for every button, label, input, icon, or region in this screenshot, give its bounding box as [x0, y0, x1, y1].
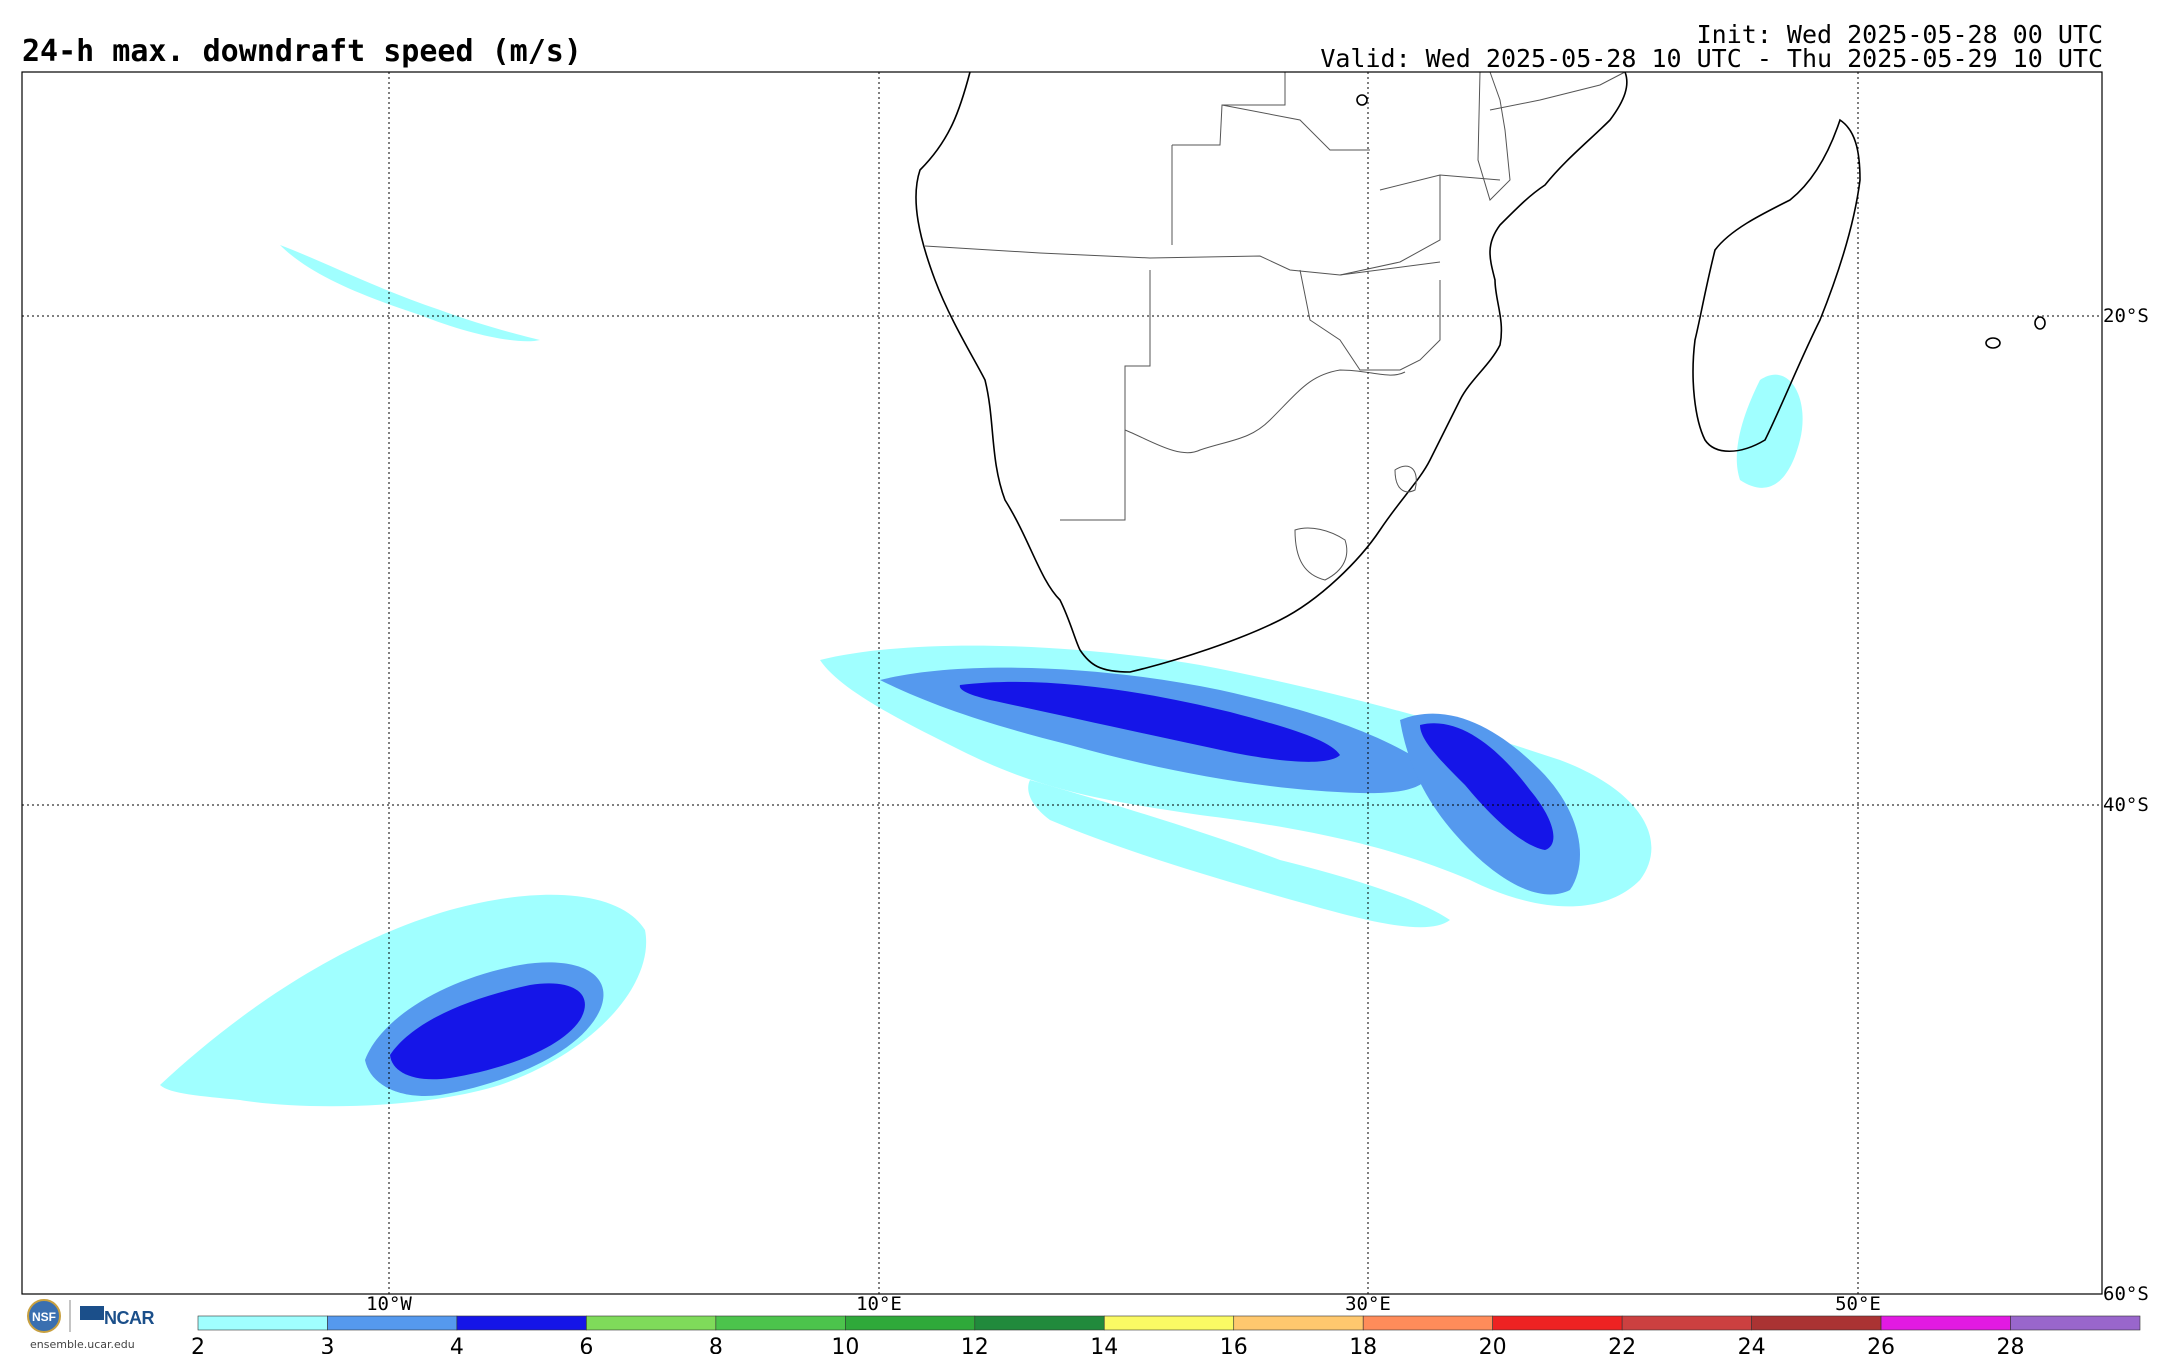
- colorbar-segment: [1103, 1315, 1235, 1331]
- colorbar-tick-label: 12: [961, 1335, 989, 1354]
- coastlines: [915, 71, 2046, 673]
- colorbar-tick-label: 6: [579, 1335, 593, 1354]
- init-time: Init: Wed 2025-05-28 00 UTC: [1696, 20, 2103, 49]
- colorbar-segment: [715, 1315, 846, 1331]
- colorbar-segment: [327, 1315, 458, 1331]
- valid-period: Valid: Wed 2025-05-28 10 UTC - Thu 2025-…: [1320, 44, 2103, 73]
- colorbar-segment: [974, 1315, 1105, 1331]
- colorbar-segment: [1751, 1315, 1882, 1331]
- border-line: [1477, 71, 1511, 201]
- colorbar-tick-label: 8: [709, 1335, 723, 1354]
- border-line: [1394, 465, 1417, 493]
- colorbar-segment: [456, 1315, 587, 1331]
- colorbar-tick-label: 26: [1867, 1335, 1895, 1354]
- border-line: [1294, 527, 1348, 581]
- map-title: 24-h max. downdraft speed (m/s): [22, 34, 582, 69]
- colorbar-segment: [586, 1315, 717, 1331]
- svg-text:NSF: NSF: [32, 1310, 56, 1324]
- border-line: [924, 245, 1441, 276]
- downdraft-field: [160, 245, 1803, 1107]
- colorbar-segment: [1233, 1315, 1364, 1331]
- ncar-logo-text: NCAR: [104, 1308, 155, 1328]
- island-outline: [1985, 337, 2001, 349]
- ensemble-url: ensemble.ucar.edu: [30, 1338, 135, 1351]
- colorbar-tick-label: 24: [1738, 1335, 1766, 1354]
- colorbar-tick-label: 22: [1608, 1335, 1636, 1354]
- field-region-strong: [959, 681, 1340, 762]
- border-line: [1124, 369, 1406, 454]
- island-outline: [1356, 94, 1368, 106]
- border-line: [1299, 269, 1441, 371]
- lat-label: 40°S: [2103, 794, 2149, 816]
- colorbar-tick-label: 10: [831, 1335, 859, 1354]
- field-region-light: [280, 245, 540, 342]
- gridlines: [22, 72, 2102, 1294]
- colorbar-tick-label: 16: [1220, 1335, 1248, 1354]
- lat-label: 60°S: [2103, 1283, 2149, 1305]
- border-line: [1060, 270, 1151, 521]
- border-line: [1489, 71, 1626, 111]
- map-frame: [21, 71, 2103, 1295]
- lon-label: 30°E: [1345, 1293, 1391, 1315]
- nsf-ncar-logo: NSF: [24, 1296, 164, 1352]
- colorbar-tick-label: 2: [191, 1335, 205, 1354]
- lat-label: 20°S: [2103, 305, 2149, 327]
- colorbar-segment: [1621, 1315, 1752, 1331]
- africa-coast: [915, 71, 1628, 673]
- lon-label: 10°E: [856, 1293, 902, 1315]
- colorbar-segment: [845, 1315, 976, 1331]
- logo-icon: NSF: [27, 1299, 104, 1333]
- colorbar-segment: [2010, 1315, 2141, 1331]
- field-region-strong: [1420, 723, 1554, 850]
- colorbar: 2 3 4 6 8 10 12 14 16 18 20 22 24 26 28: [191, 1315, 2141, 1354]
- colorbar-tick-label: 28: [1997, 1335, 2025, 1354]
- field-region-light: [1028, 780, 1450, 928]
- colorbar-tick-label: 18: [1349, 1335, 1377, 1354]
- colorbar-segment: [1492, 1315, 1623, 1331]
- colorbar-tick-label: 4: [450, 1335, 464, 1354]
- border-line: [1171, 72, 1370, 245]
- colorbar-tick-label: 14: [1090, 1335, 1118, 1354]
- lon-label: 10°W: [366, 1293, 412, 1315]
- colorbar-tick-label: 3: [320, 1335, 334, 1354]
- colorbar-segment: [197, 1315, 328, 1331]
- border-line: [1339, 174, 1501, 276]
- colorbar-segment: [1880, 1315, 2011, 1331]
- madagascar-coast: [1692, 118, 1861, 452]
- field-region-strong: [390, 983, 585, 1080]
- island-outline: [2034, 316, 2046, 330]
- lon-label: 50°E: [1835, 1293, 1881, 1315]
- colorbar-tick-label: 20: [1479, 1335, 1507, 1354]
- colorbar-segment: [1362, 1315, 1493, 1331]
- country-borders: [924, 71, 1626, 581]
